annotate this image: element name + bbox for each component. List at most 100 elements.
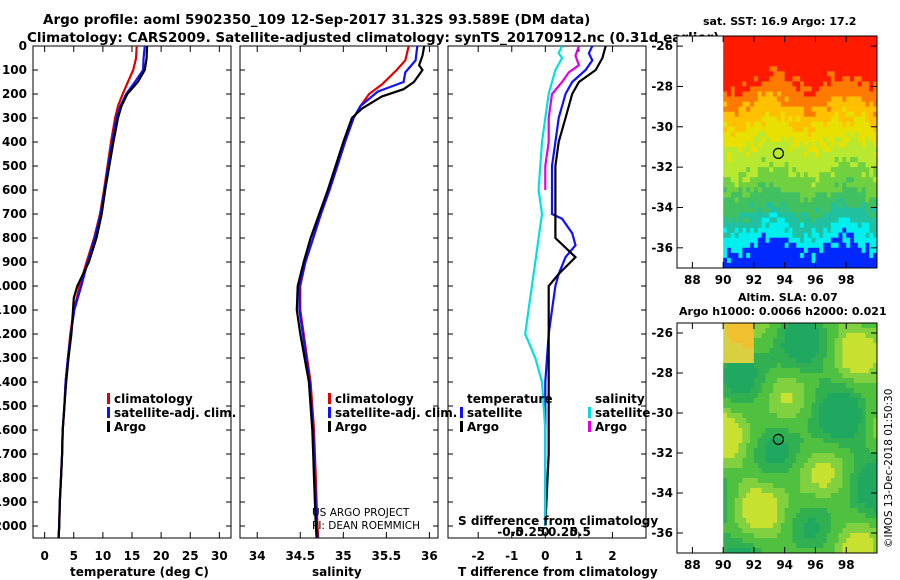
sla-map-cell [811,328,816,334]
sst-map-cell [819,66,824,72]
sst-map-cell [780,46,786,52]
sla-map-cell [742,438,747,444]
sst-map-cell [792,101,797,108]
sst-map-cell [861,263,866,268]
sla-map-cell [807,503,813,509]
sla-map-cell [865,408,870,414]
sla-map-cell [784,403,789,409]
sst-map-cell [730,187,736,193]
sla-map-cell [792,383,797,389]
sla-map-cell [777,548,782,553]
sst-map-cell [869,56,874,62]
sst-map-cell [857,121,863,128]
sst-map-cell [823,197,828,203]
sst-map-cell [734,101,739,108]
sla-map-cell [730,348,736,354]
sla-map-cell [815,518,820,524]
sla-map-cell [861,438,866,444]
sst-map-cell [834,106,839,113]
sla-map-cell [792,433,797,439]
sst-map-cell [842,61,847,67]
sst-map-cell [823,71,828,77]
sla-map-cell [838,493,843,499]
sst-map-cell [780,227,786,234]
sla-map-cell [807,548,813,553]
sst-map-cell [850,182,855,188]
sst-map-cell [800,192,805,198]
sla-map-cell [734,498,739,504]
sst-map-cell [746,61,751,67]
difference-series [524,46,607,527]
legend-title-temperature: temperature [467,392,552,406]
sla-map-cell [738,388,743,394]
sla-map-cell [800,408,805,414]
sla-map-cell [850,428,855,434]
sla-map-cell [769,443,774,449]
sla-map-cell [765,453,770,459]
sst-map-cell [730,56,736,62]
sst-map-cell [796,152,801,158]
sla-map-cell [807,528,813,534]
sla-map-cell [742,423,747,429]
sst-map-cell [723,162,728,168]
sla-map-cell [780,543,786,549]
sla-map-cell [780,423,786,429]
sla-map-cell [769,323,774,329]
sla-map-cell [857,468,863,474]
sla-map-cell [742,508,747,514]
sst-map-cell [727,242,732,249]
sla-map-cell [807,403,813,409]
sst-map-cell [750,152,755,158]
sst-map-cell [823,252,828,259]
sla-map-cell [746,413,751,419]
sst-map-cell [734,46,739,52]
sst-map-cell [780,222,786,229]
sla-map-cell [819,458,824,464]
sla-map-cell [861,348,866,354]
sla-map-cell [857,493,863,499]
sla-map-cell [746,533,751,539]
sst-map-cell [857,237,863,244]
sst-map-cell [853,232,859,239]
sst-map-cell [723,187,728,193]
sla-map-cell [796,428,801,434]
sla-map-cell [784,418,789,424]
sst-map-cell [807,222,813,229]
sst-map-cell [815,131,820,138]
depth-tick-label: 500 [2,159,27,173]
sst-map-cell [800,202,805,208]
sla-map-cell [865,483,870,489]
sla-map-cell [792,523,797,529]
sst-map-cell [873,242,877,249]
sla-map-cell [734,513,739,519]
sla-map-cell [865,473,870,479]
sst-map-cell [761,177,766,183]
sst-map-cell [853,192,859,198]
sst-map-cell [815,76,820,82]
sst-map-cell [846,66,851,72]
sla-map-cell [769,403,774,409]
sst-map-cell [727,86,732,92]
sla-map-cell [853,503,859,509]
sst-map-cell [869,222,874,229]
sst-map-cell [777,86,782,92]
sla-map-cell [784,348,789,354]
sst-map-cell [773,197,778,203]
sla-map-cell [846,433,851,439]
sla-map-cell [819,413,824,419]
sla-map-cell [796,403,801,409]
sla-map-cell [780,468,786,474]
sst-map-cell [742,242,747,249]
sla-map-cell [807,423,813,429]
sst-map-cell [796,46,801,52]
sla-map-cell [861,498,866,504]
sst-map-cell [750,91,755,97]
sst-map-cell [850,222,855,229]
sla-map-cell [738,363,743,369]
sst-map-cell [815,61,820,67]
sla-map-cell [861,383,866,389]
sla-map-cell [830,368,836,374]
sst-map-cell [727,91,732,97]
sst-map-cell [750,101,755,108]
sla-map-cell [869,413,874,419]
